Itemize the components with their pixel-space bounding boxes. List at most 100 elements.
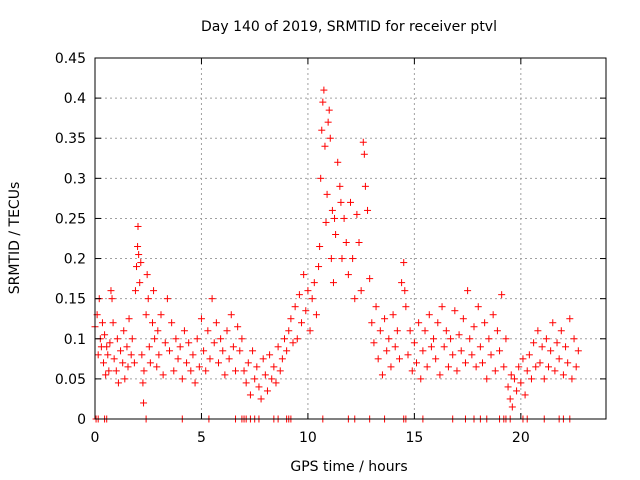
y-tick-label: 0: [77, 412, 86, 428]
data-point: [466, 335, 474, 343]
data-point: [506, 395, 514, 403]
data-point: [538, 343, 546, 351]
y-tick-label: 0.1: [64, 332, 86, 348]
data-point: [349, 255, 357, 263]
data-point: [381, 315, 389, 323]
data-point: [174, 355, 182, 363]
data-point: [94, 351, 102, 359]
data-point: [508, 403, 516, 411]
data-point: [521, 391, 529, 399]
data-point: [291, 303, 299, 311]
y-tick-labels: 0 0.05 0.1 0.15 0.2 0.25 0.3 0.35 0.4 0.45: [55, 51, 86, 428]
data-point: [525, 351, 533, 359]
data-point: [383, 347, 391, 355]
data-point: [280, 335, 288, 343]
data-point: [263, 387, 271, 395]
data-point: [285, 327, 293, 335]
data-point: [327, 255, 335, 263]
data-point: [455, 331, 463, 339]
data-point: [557, 327, 565, 335]
data-point: [319, 98, 327, 106]
data-point: [547, 347, 555, 355]
data-point: [287, 315, 295, 323]
data-point: [329, 279, 337, 287]
data-point: [532, 363, 540, 371]
data-point: [344, 271, 352, 279]
data-point: [515, 363, 523, 371]
data-point: [444, 363, 452, 371]
x-tick-label: 15: [405, 430, 423, 446]
data-point: [566, 315, 574, 323]
data-point: [302, 307, 310, 315]
data-point: [108, 295, 116, 303]
data-point: [479, 359, 487, 367]
data-point: [413, 359, 421, 367]
data-point: [427, 343, 435, 351]
data-point: [364, 206, 372, 214]
data-point: [268, 375, 276, 383]
data-point: [225, 355, 233, 363]
data-point: [229, 343, 237, 351]
data-point: [417, 375, 425, 383]
data-point: [517, 379, 525, 387]
data-point: [119, 359, 127, 367]
data-point: [507, 371, 515, 379]
data-point: [347, 198, 354, 206]
data-point: [227, 311, 235, 319]
data-point: [504, 383, 512, 391]
data-point: [278, 355, 286, 363]
x-tick-label: 10: [299, 430, 317, 446]
data-point: [261, 371, 269, 379]
data-point: [219, 347, 227, 355]
data-point: [470, 323, 478, 331]
data-point: [197, 315, 205, 323]
data-point: [144, 295, 152, 303]
data-point: [491, 367, 499, 375]
data-point: [549, 319, 557, 327]
y-tick-label: 0.05: [55, 372, 86, 388]
data-point: [357, 287, 365, 295]
data-point: [259, 355, 267, 363]
data-point: [191, 379, 199, 387]
data-point: [276, 367, 284, 375]
data-point: [536, 359, 544, 367]
data-point: [572, 363, 580, 371]
data-point: [180, 327, 188, 335]
data-point: [368, 319, 376, 327]
axis-ticks: [94, 57, 606, 420]
data-point: [157, 311, 165, 319]
x-tick-label: 20: [512, 430, 530, 446]
y-tick-label: 0.25: [55, 211, 86, 227]
data-point: [337, 198, 345, 206]
data-point: [236, 347, 244, 355]
data-point: [178, 375, 186, 383]
y-tick-label: 0.45: [55, 51, 86, 67]
data-point: [204, 327, 212, 335]
data-point: [474, 303, 482, 311]
data-point: [106, 339, 114, 347]
data-point: [336, 182, 344, 190]
data-point: [312, 311, 320, 319]
data-point: [146, 359, 154, 367]
data-point: [210, 339, 218, 347]
data-point: [145, 343, 153, 351]
data-point: [551, 367, 559, 375]
data-point: [155, 351, 163, 359]
data-point: [251, 375, 259, 383]
data-point: [140, 399, 148, 407]
data-point: [127, 351, 135, 359]
data-point: [113, 335, 121, 343]
data-point: [476, 343, 484, 351]
data-point: [328, 206, 336, 214]
data-point: [110, 355, 118, 363]
y-tick-label: 0.15: [55, 292, 86, 308]
data-point: [208, 295, 216, 303]
data-point: [510, 375, 518, 383]
y-tick-label: 0.2: [64, 252, 86, 268]
data-point: [100, 359, 108, 367]
data-point: [423, 363, 431, 371]
data-point: [332, 230, 340, 238]
data-point: [442, 327, 450, 335]
data-point: [325, 106, 333, 114]
data-point: [404, 351, 412, 359]
